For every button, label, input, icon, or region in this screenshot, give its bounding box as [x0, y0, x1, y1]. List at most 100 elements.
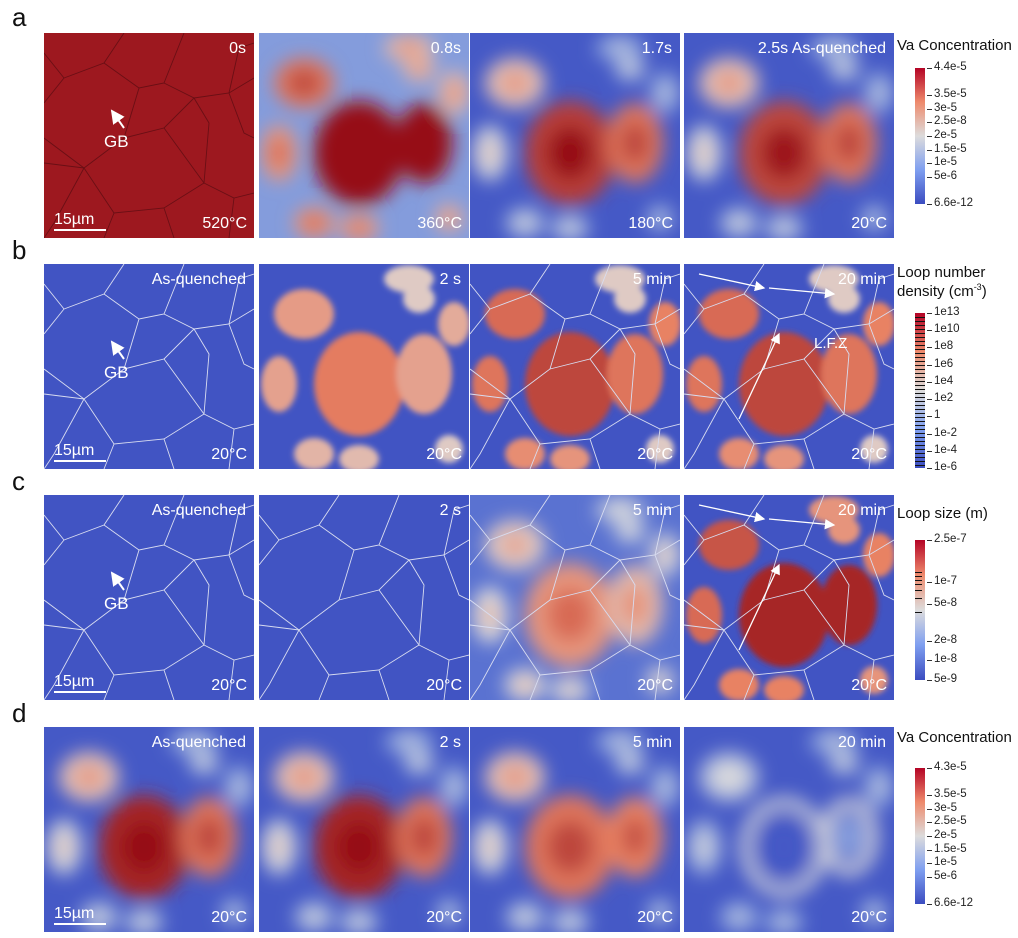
grain-core	[607, 503, 633, 517]
grain-core	[500, 532, 530, 558]
minor-tick	[915, 385, 925, 386]
time-label: 2 s	[439, 502, 461, 519]
gb-arrow	[110, 571, 125, 591]
grain-core	[657, 544, 673, 566]
grain-boundary	[44, 398, 85, 469]
grain-boundary	[228, 659, 235, 700]
grain-blob	[525, 332, 615, 436]
grain-boundary	[684, 539, 705, 566]
grain-core	[289, 764, 319, 790]
grain-core	[289, 70, 319, 96]
minor-tick	[915, 457, 925, 458]
grain-boundary	[654, 554, 680, 601]
grain-core	[821, 41, 847, 55]
minor-tick	[915, 409, 925, 410]
temperature-label: 20°C	[426, 677, 462, 694]
grain-blob	[719, 438, 759, 469]
depleted-core	[759, 818, 809, 876]
grain-blob	[828, 285, 860, 313]
panel-a-2: 0.8s 360°C	[259, 33, 469, 238]
panel-c-2: 2 s 20°C	[259, 495, 469, 700]
grain-blob	[438, 302, 469, 346]
grain-boundary	[470, 495, 551, 541]
colorbar-tick-label: 2e-5	[926, 829, 958, 841]
minor-tick	[915, 453, 925, 454]
colorbar-gradient	[915, 540, 925, 680]
grain-boundary	[103, 674, 115, 700]
grain-core	[547, 821, 593, 873]
row-label-a: a	[12, 2, 27, 32]
grain-core	[547, 127, 593, 179]
title-superscript: -3	[973, 282, 982, 292]
minor-tick	[915, 329, 925, 330]
colorbar-tick-label: 2e-8	[926, 633, 958, 646]
time-label: 1.7s	[641, 40, 672, 57]
grain-blob	[649, 302, 680, 346]
grain-boundary	[443, 554, 469, 601]
minor-tick	[915, 433, 925, 434]
colorbar-tick-label: 1e10	[927, 323, 960, 336]
colorbar-tick-label: 1	[926, 409, 941, 422]
grain-core	[836, 755, 852, 769]
grain-boundary	[803, 438, 815, 469]
grain-core	[867, 905, 881, 919]
grain-blob	[739, 563, 829, 667]
colorbar-tick-label: 1.5e-5	[927, 842, 967, 855]
grain-core	[227, 905, 241, 919]
simulation-field	[684, 495, 894, 700]
grain-core	[821, 735, 847, 749]
grain-boundary	[743, 443, 755, 469]
grain-boundary	[44, 87, 140, 169]
time-label: As-quenched	[151, 271, 246, 288]
grain-boundary	[259, 495, 340, 541]
grain-boundary	[44, 549, 140, 631]
grain-core	[560, 683, 580, 697]
title-text: )	[981, 283, 987, 300]
grain-core	[515, 215, 535, 231]
grain-boundary	[470, 308, 491, 335]
minor-tick	[915, 465, 925, 466]
simulation-field	[684, 264, 894, 469]
minor-tick	[915, 349, 925, 350]
grain-boundary	[868, 323, 894, 370]
grain-blob	[863, 302, 894, 346]
colorbar-title: Va Concentration	[897, 37, 1012, 55]
panel-d-1: As-quenched 20°C 15µm	[44, 727, 254, 932]
grain-core	[621, 817, 649, 857]
minor-tick	[915, 317, 925, 318]
minor-tick	[915, 393, 925, 394]
panel-c-1: As-quenched 20°C GB 15µm	[44, 495, 254, 700]
grain-core	[74, 764, 104, 790]
colorbar-tick-label: 1e-2	[926, 426, 958, 439]
simulation-field	[470, 33, 680, 238]
colorbar-tick-label: 1e6	[926, 357, 954, 370]
simulation-field	[259, 33, 469, 238]
minor-tick	[915, 445, 925, 446]
grain-boundary	[470, 599, 511, 631]
grain-blob	[764, 445, 804, 469]
time-label: 5 min	[632, 502, 672, 519]
grain-core	[547, 589, 593, 641]
colorbar-tick-label: 2e-5	[926, 129, 958, 141]
grain-boundary	[743, 674, 755, 700]
minor-tick	[915, 321, 925, 322]
grain-boundary	[470, 318, 566, 400]
minor-tick	[915, 365, 925, 366]
direction-arrow	[768, 518, 836, 530]
simulation-field	[44, 495, 254, 700]
grain-boundary	[654, 428, 661, 469]
panel-c-3: 5 min 20°C	[470, 495, 680, 700]
grain-boundary	[529, 443, 541, 469]
grain-core	[622, 61, 638, 75]
minor-tick	[915, 381, 925, 382]
grain-core	[55, 833, 73, 861]
depleted-core	[833, 815, 865, 859]
temperature-label: 180°C	[628, 215, 673, 232]
panel-a-1: 0s 520°C GB 15µm	[44, 33, 254, 238]
grain-core	[714, 70, 744, 96]
grain-boundary	[163, 438, 175, 469]
grain-blob	[485, 289, 545, 339]
colorbar-tick-label: 1e13	[927, 306, 960, 318]
grain-boundary	[589, 328, 621, 360]
colorbar-tick-label: 5e-6	[926, 869, 958, 882]
